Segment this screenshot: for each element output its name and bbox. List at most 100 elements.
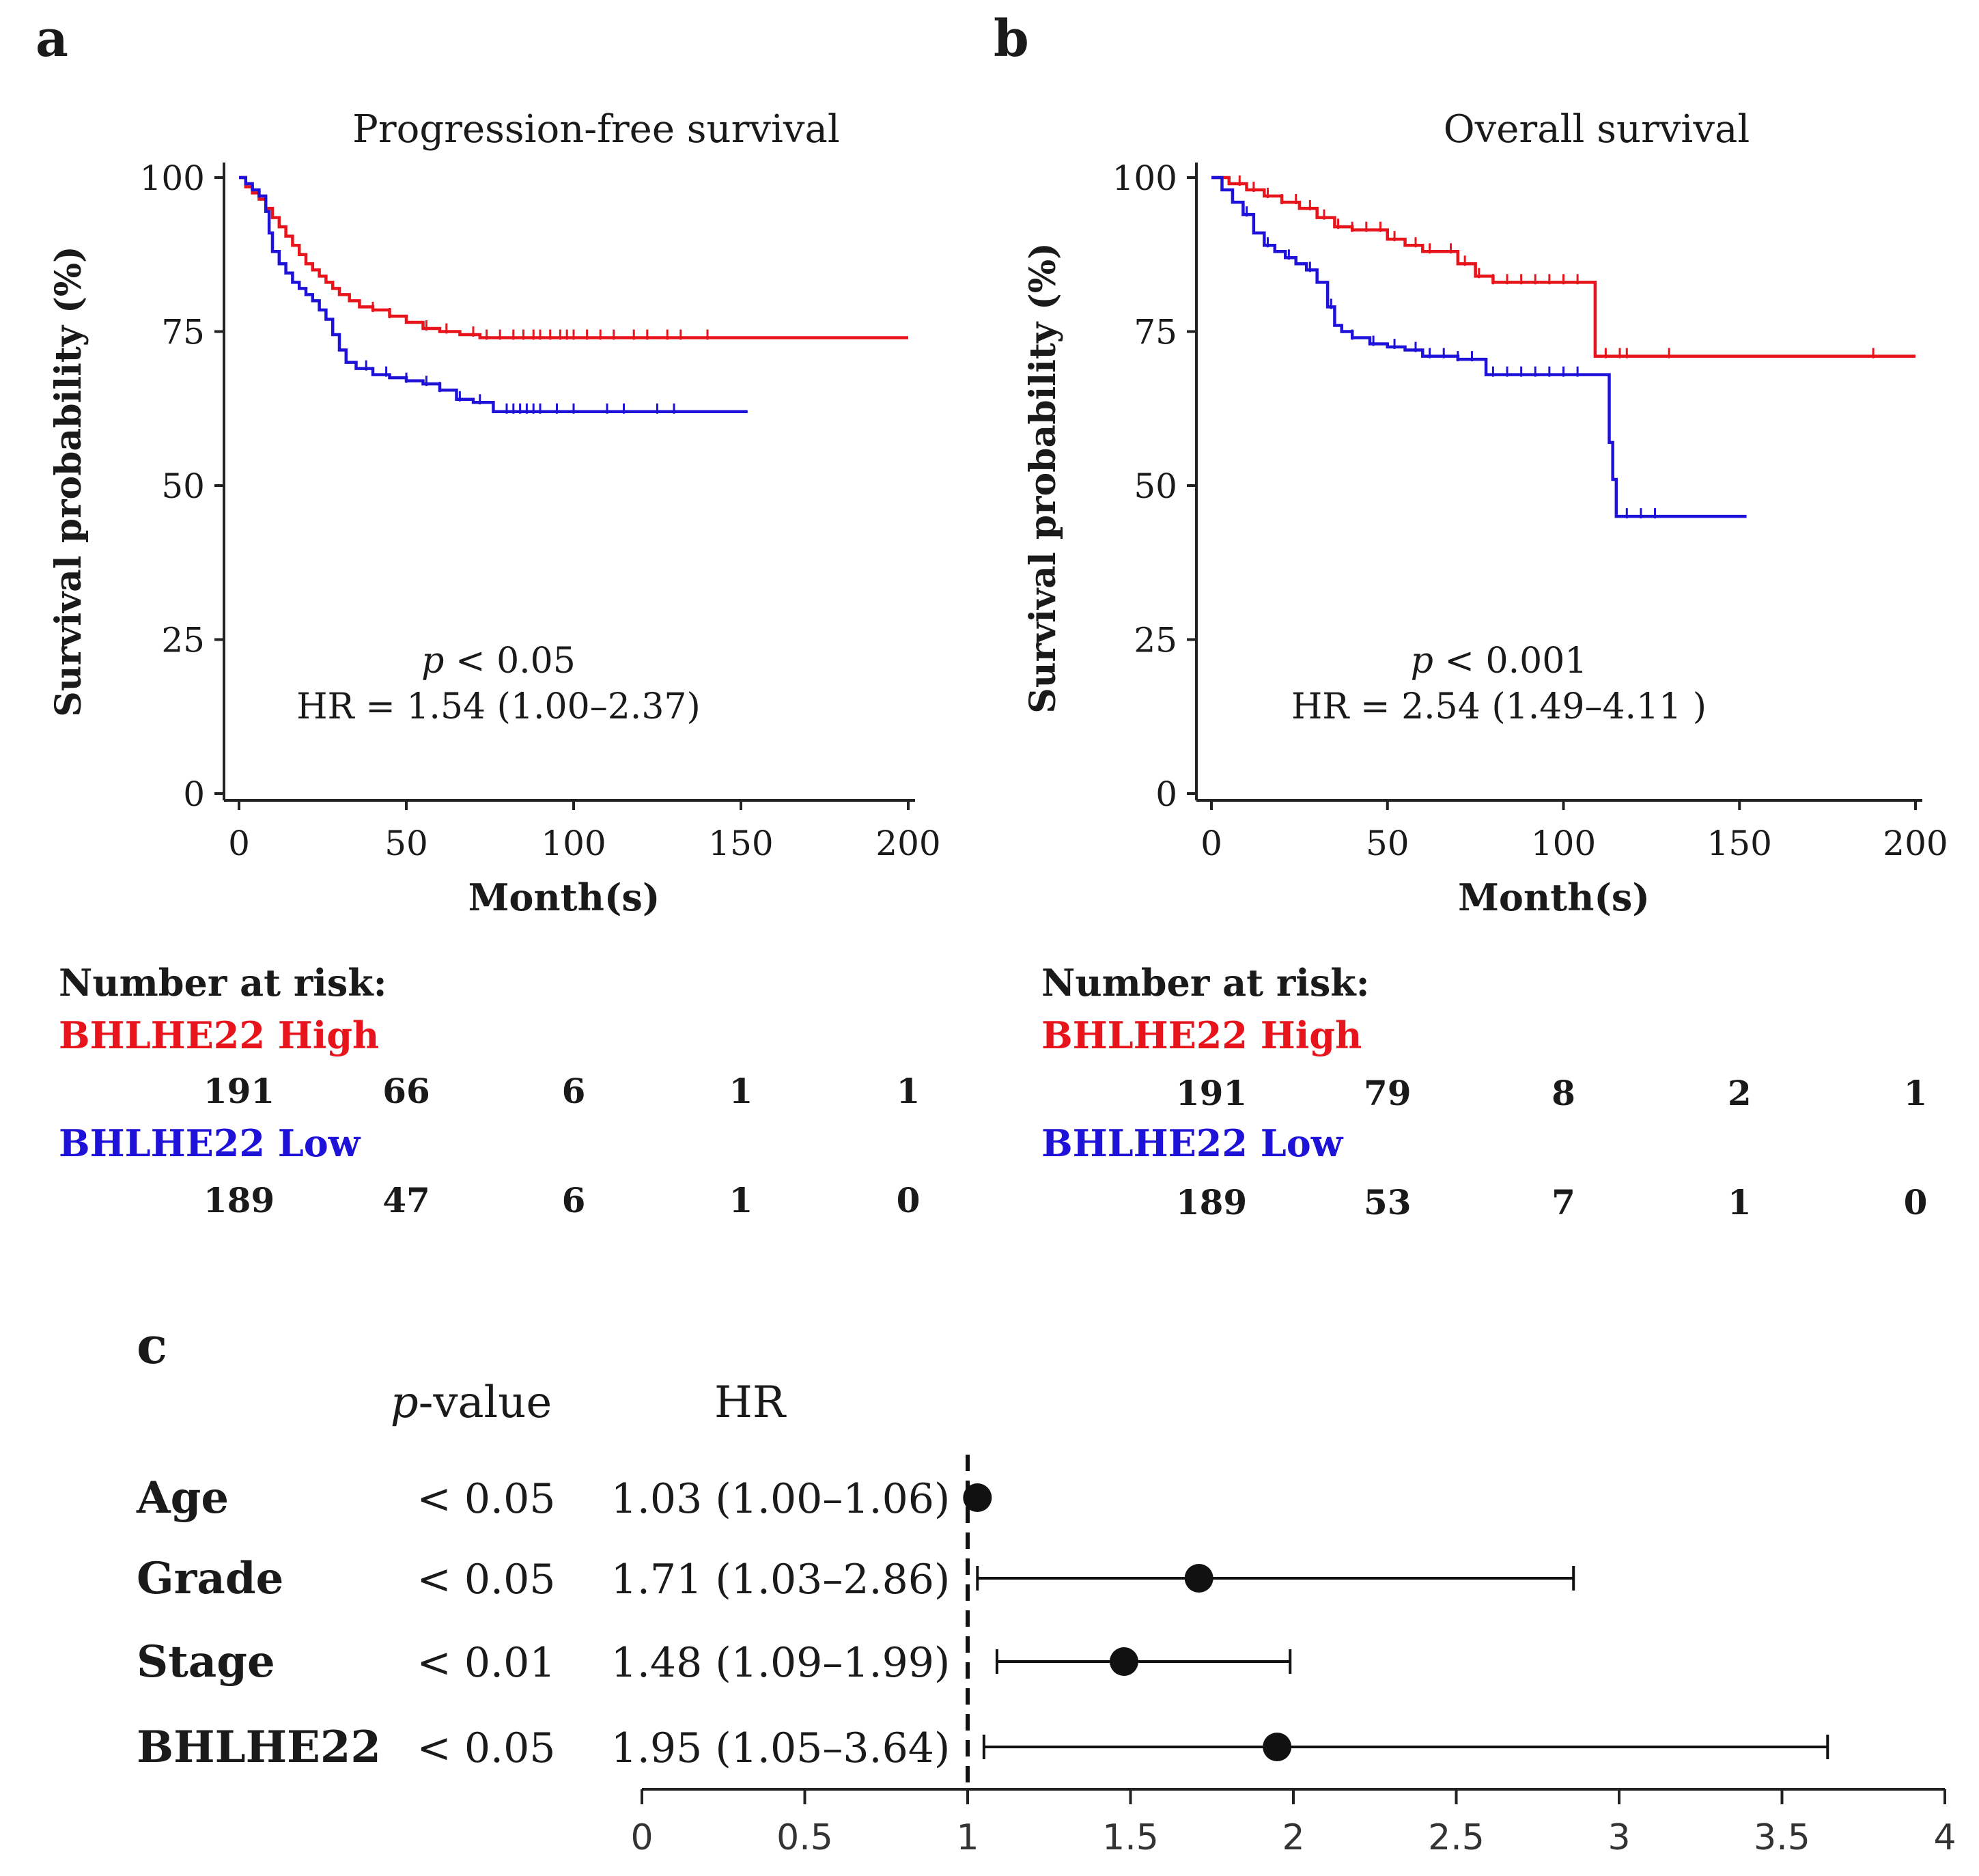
risk-count: 191 xyxy=(1176,1073,1247,1113)
risk-count: 79 xyxy=(1364,1073,1412,1113)
panel-label-c: c xyxy=(137,1317,167,1375)
forest-row-age: Age < 0.05 1.03 (1.00–1.06) xyxy=(136,1472,992,1524)
forest-x-tick-label: 3 xyxy=(1608,1817,1630,1858)
risk-table-header: Number at risk: xyxy=(1041,961,1370,1005)
y-tick-label: 50 xyxy=(1134,466,1177,506)
y-tick-label: 75 xyxy=(161,313,205,352)
y-tick-label: 75 xyxy=(1134,313,1177,352)
series-high xyxy=(239,176,908,340)
row-pvalue: < 0.05 xyxy=(417,1724,556,1772)
risk-group-label-high: BHLHE22 High xyxy=(1041,1013,1362,1057)
risk-count: 6 xyxy=(562,1180,586,1220)
column-header-pvalue: p-value xyxy=(391,1377,552,1428)
row-pvalue: < 0.05 xyxy=(417,1556,556,1604)
risk-count: 0 xyxy=(1904,1182,1928,1222)
row-hr-text: 1.95 (1.05–3.64) xyxy=(611,1724,951,1772)
risk-count: 1 xyxy=(729,1071,753,1111)
plot-title: Progression-free survival xyxy=(352,107,840,152)
forest-x-tick-label: 2.5 xyxy=(1428,1817,1485,1858)
p-value-text: < 0.05 xyxy=(444,641,575,682)
row-hr-text: 1.71 (1.03–2.86) xyxy=(611,1556,951,1604)
x-tick-label: 200 xyxy=(875,824,940,863)
series-high xyxy=(1211,176,1915,359)
forest-x-tick-label: 1 xyxy=(956,1817,979,1858)
column-header-hr: HR xyxy=(714,1377,787,1428)
x-tick-label: 50 xyxy=(384,824,428,863)
p-value-annotation: p < 0.05 xyxy=(421,641,576,682)
y-axis-label: Survival probability (%) xyxy=(1022,242,1064,714)
risk-count: 189 xyxy=(203,1180,275,1220)
risk-count: 8 xyxy=(1552,1073,1575,1113)
x-tick-label: 150 xyxy=(1707,824,1772,863)
forest-x-tick-label: 0 xyxy=(630,1817,653,1858)
plot-title: Overall survival xyxy=(1444,107,1750,152)
x-tick-label: 100 xyxy=(541,824,606,863)
forest-row-grade: Grade < 0.05 1.71 (1.03–2.86) xyxy=(137,1553,1575,1604)
risk-count: 0 xyxy=(897,1180,921,1220)
p-value-text: < 0.001 xyxy=(1433,641,1588,682)
y-tick-label: 100 xyxy=(140,158,205,198)
risk-group-label-low: BHLHE22 Low xyxy=(1041,1121,1344,1165)
x-tick-label: 150 xyxy=(708,824,773,863)
panel-label-a: a xyxy=(36,10,68,68)
row-pvalue: < 0.05 xyxy=(417,1475,556,1523)
hazard-ratio-point xyxy=(1184,1564,1213,1593)
risk-count: 6 xyxy=(562,1071,586,1111)
risk-count: 1 xyxy=(1728,1182,1752,1222)
forest-x-tick-label: 3.5 xyxy=(1754,1817,1810,1858)
row-label: BHLHE22 xyxy=(137,1722,381,1773)
survival-curve-high xyxy=(1211,176,1915,358)
km-plot-os: Overall survival 0 25 50 75 100 0 50 100 150 200 Mo… xyxy=(1022,107,1948,1222)
risk-count: 53 xyxy=(1364,1182,1412,1222)
x-tick-label: 50 xyxy=(1366,824,1409,863)
hazard-ratio-point xyxy=(1263,1733,1292,1761)
forest-x-tick-label: 0.5 xyxy=(776,1817,833,1858)
forest-row-bhlhe22: BHLHE22 < 0.05 1.95 (1.05–3.64) xyxy=(137,1722,1829,1773)
y-tick-label: 50 xyxy=(161,466,205,506)
risk-count: 47 xyxy=(382,1180,430,1220)
y-tick-label: 0 xyxy=(1155,774,1177,814)
forest-plot: p-value HR 0 0.5 1 1.5 2 2.5 3 3.5 4 Age < 0.05 1.03 … xyxy=(136,1377,1956,1858)
forest-x-tick-label: 1.5 xyxy=(1102,1817,1159,1858)
x-axis-label: Month(s) xyxy=(468,876,660,919)
risk-count: 191 xyxy=(203,1071,275,1111)
survival-curve-low xyxy=(239,176,748,414)
row-label: Grade xyxy=(137,1553,283,1604)
risk-count: 1 xyxy=(1904,1073,1928,1113)
y-tick-label: 0 xyxy=(183,774,205,814)
risk-count: 1 xyxy=(897,1071,921,1111)
hazard-ratio-annotation: HR = 1.54 (1.00–2.37) xyxy=(296,686,701,727)
series-low xyxy=(239,176,748,414)
y-tick-label: 25 xyxy=(1134,621,1177,660)
hazard-ratio-point xyxy=(963,1483,992,1512)
hazard-ratio-point xyxy=(1109,1647,1138,1676)
x-axis-label: Month(s) xyxy=(1458,876,1650,919)
forest-x-tick-label: 4 xyxy=(1933,1817,1956,1858)
risk-count: 1 xyxy=(729,1180,753,1220)
survival-curve-high xyxy=(239,176,908,339)
row-label: Stage xyxy=(137,1636,275,1688)
y-tick-label: 25 xyxy=(161,621,205,660)
panel-label-b: b xyxy=(994,10,1029,68)
row-label: Age xyxy=(136,1472,229,1524)
row-hr-text: 1.48 (1.09–1.99) xyxy=(611,1639,951,1687)
risk-group-label-high: BHLHE22 High xyxy=(59,1013,379,1057)
p-symbol: p xyxy=(1411,641,1433,682)
p-symbol: p xyxy=(421,641,444,682)
risk-count: 66 xyxy=(382,1071,430,1111)
x-tick-label: 200 xyxy=(1883,824,1948,863)
pvalue-suffix: -value xyxy=(419,1377,552,1428)
risk-table-header: Number at risk: xyxy=(59,961,387,1005)
survival-curve-low xyxy=(1211,176,1747,518)
forest-row-stage: Stage < 0.01 1.48 (1.09–1.99) xyxy=(137,1636,1292,1688)
risk-count: 2 xyxy=(1728,1073,1752,1113)
y-axis-label: Survival probability (%) xyxy=(48,246,89,717)
risk-group-label-low: BHLHE22 Low xyxy=(59,1121,361,1165)
risk-count: 7 xyxy=(1552,1182,1575,1222)
row-pvalue: < 0.01 xyxy=(417,1639,556,1687)
x-tick-label: 100 xyxy=(1531,824,1596,863)
km-plot-pfs: Progression-free survival 0 25 50 75 100 0 50 10… xyxy=(48,107,941,1220)
series-low xyxy=(1211,176,1747,519)
hazard-ratio-annotation: HR = 2.54 (1.49–4.11 ) xyxy=(1291,686,1707,727)
